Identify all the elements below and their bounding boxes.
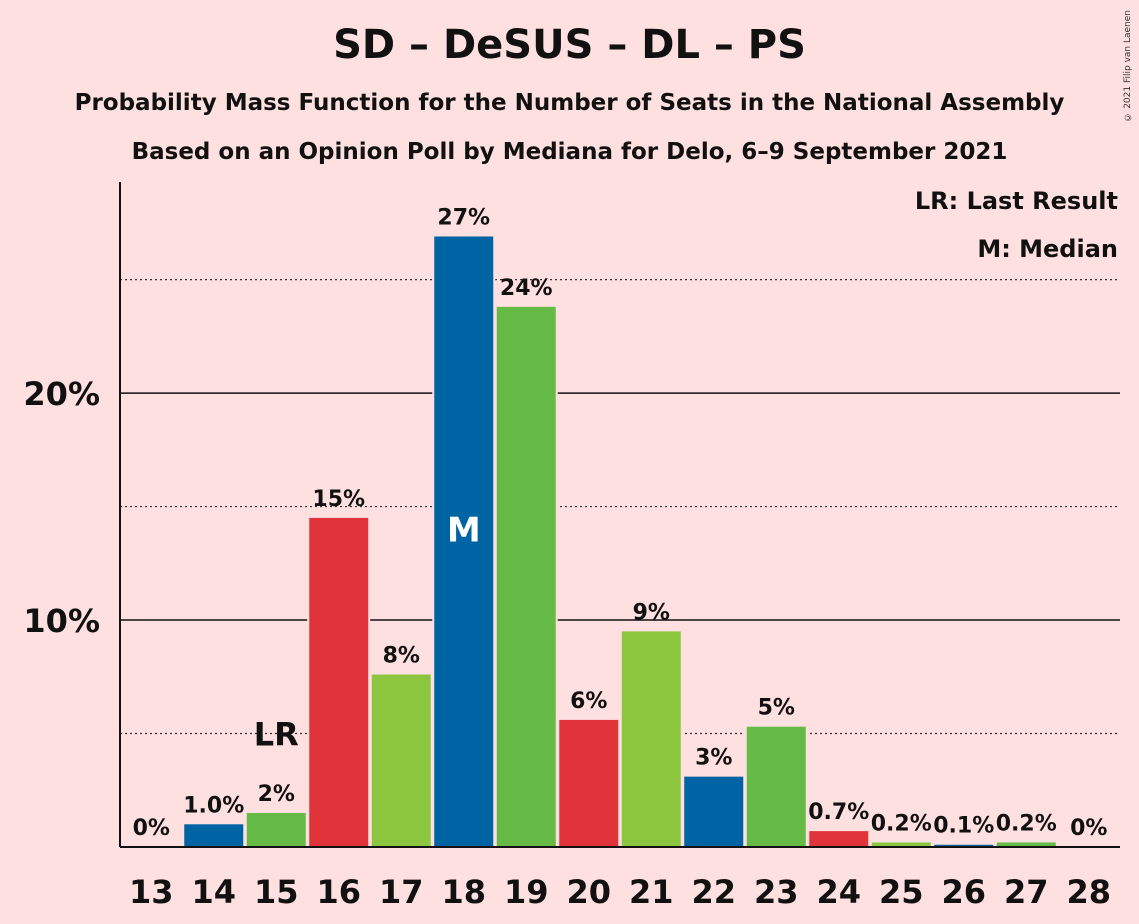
bars (182, 234, 1058, 847)
bar (371, 674, 431, 847)
bar-value-label: 2% (258, 782, 295, 807)
legend: LR: Last Result M: Median (915, 187, 1118, 263)
bar-value-label: 3% (695, 746, 732, 771)
y-tick-label: 20% (23, 375, 100, 413)
bar-value-label: 0.2% (871, 811, 932, 836)
bar-value-label: 0% (1070, 816, 1107, 841)
x-tick-label: 24 (816, 873, 861, 911)
bar (746, 726, 806, 847)
bar (246, 812, 306, 847)
bar (871, 842, 931, 847)
x-tick-label: 25 (879, 873, 924, 911)
x-tick-label: 21 (629, 873, 674, 911)
bar-value-label: 0.2% (996, 811, 1057, 836)
bar (809, 831, 869, 847)
x-tick-label: 20 (566, 873, 611, 911)
x-tick-label: 19 (504, 873, 549, 911)
legend-last-result: LR: Last Result (915, 187, 1118, 215)
bar-value-label: 5% (758, 696, 795, 721)
bar (309, 517, 369, 847)
x-tick-label: 14 (191, 873, 236, 911)
bar-value-label: 8% (383, 644, 420, 669)
chart-subtitle: Probability Mass Function for the Number… (74, 90, 1065, 116)
x-tick-label: 23 (754, 873, 799, 911)
bar (996, 842, 1056, 847)
x-tick-label: 27 (1004, 873, 1049, 911)
chart-title: SD – DeSUS – DL – PS (333, 22, 806, 68)
x-tick-label: 26 (941, 873, 986, 911)
bar-value-label: 24% (500, 276, 553, 301)
bar (621, 631, 681, 847)
bar-value-label: 1.0% (183, 793, 244, 818)
axes: 10% 20% 13 14 15 16 17 18 19 20 21 22 23 24 25 26 27 28 (23, 182, 1120, 911)
bar-value-label: 6% (570, 689, 607, 714)
bar (934, 844, 994, 847)
bar-value-label: 9% (633, 600, 670, 625)
x-tick-label: 13 (129, 873, 174, 911)
x-tick-label: 22 (691, 873, 736, 911)
bar-value-label: 0.1% (933, 814, 994, 839)
bar (684, 776, 744, 847)
bar-value-label: 0% (133, 816, 170, 841)
x-tick-label: 16 (316, 873, 361, 911)
legend-median: M: Median (977, 235, 1118, 263)
x-tick-label: 28 (1066, 873, 1111, 911)
bar (184, 824, 244, 847)
bar-value-label: 27% (437, 205, 490, 230)
chart-subtitle-poll: Based on an Opinion Poll by Mediana for … (131, 139, 1008, 165)
bar (559, 719, 619, 847)
gridlines (120, 278, 1120, 735)
x-tick-label: 18 (441, 873, 486, 911)
x-tick-label: 15 (254, 873, 299, 911)
bar (434, 236, 494, 847)
bar-value-label: 15% (312, 487, 365, 512)
bar-value-label: 0.7% (808, 800, 869, 825)
x-tick-label: 17 (379, 873, 424, 911)
median-marker: M (447, 510, 481, 550)
last-result-marker: LR (254, 716, 299, 754)
bar (496, 306, 556, 847)
y-tick-label: 10% (23, 602, 100, 640)
